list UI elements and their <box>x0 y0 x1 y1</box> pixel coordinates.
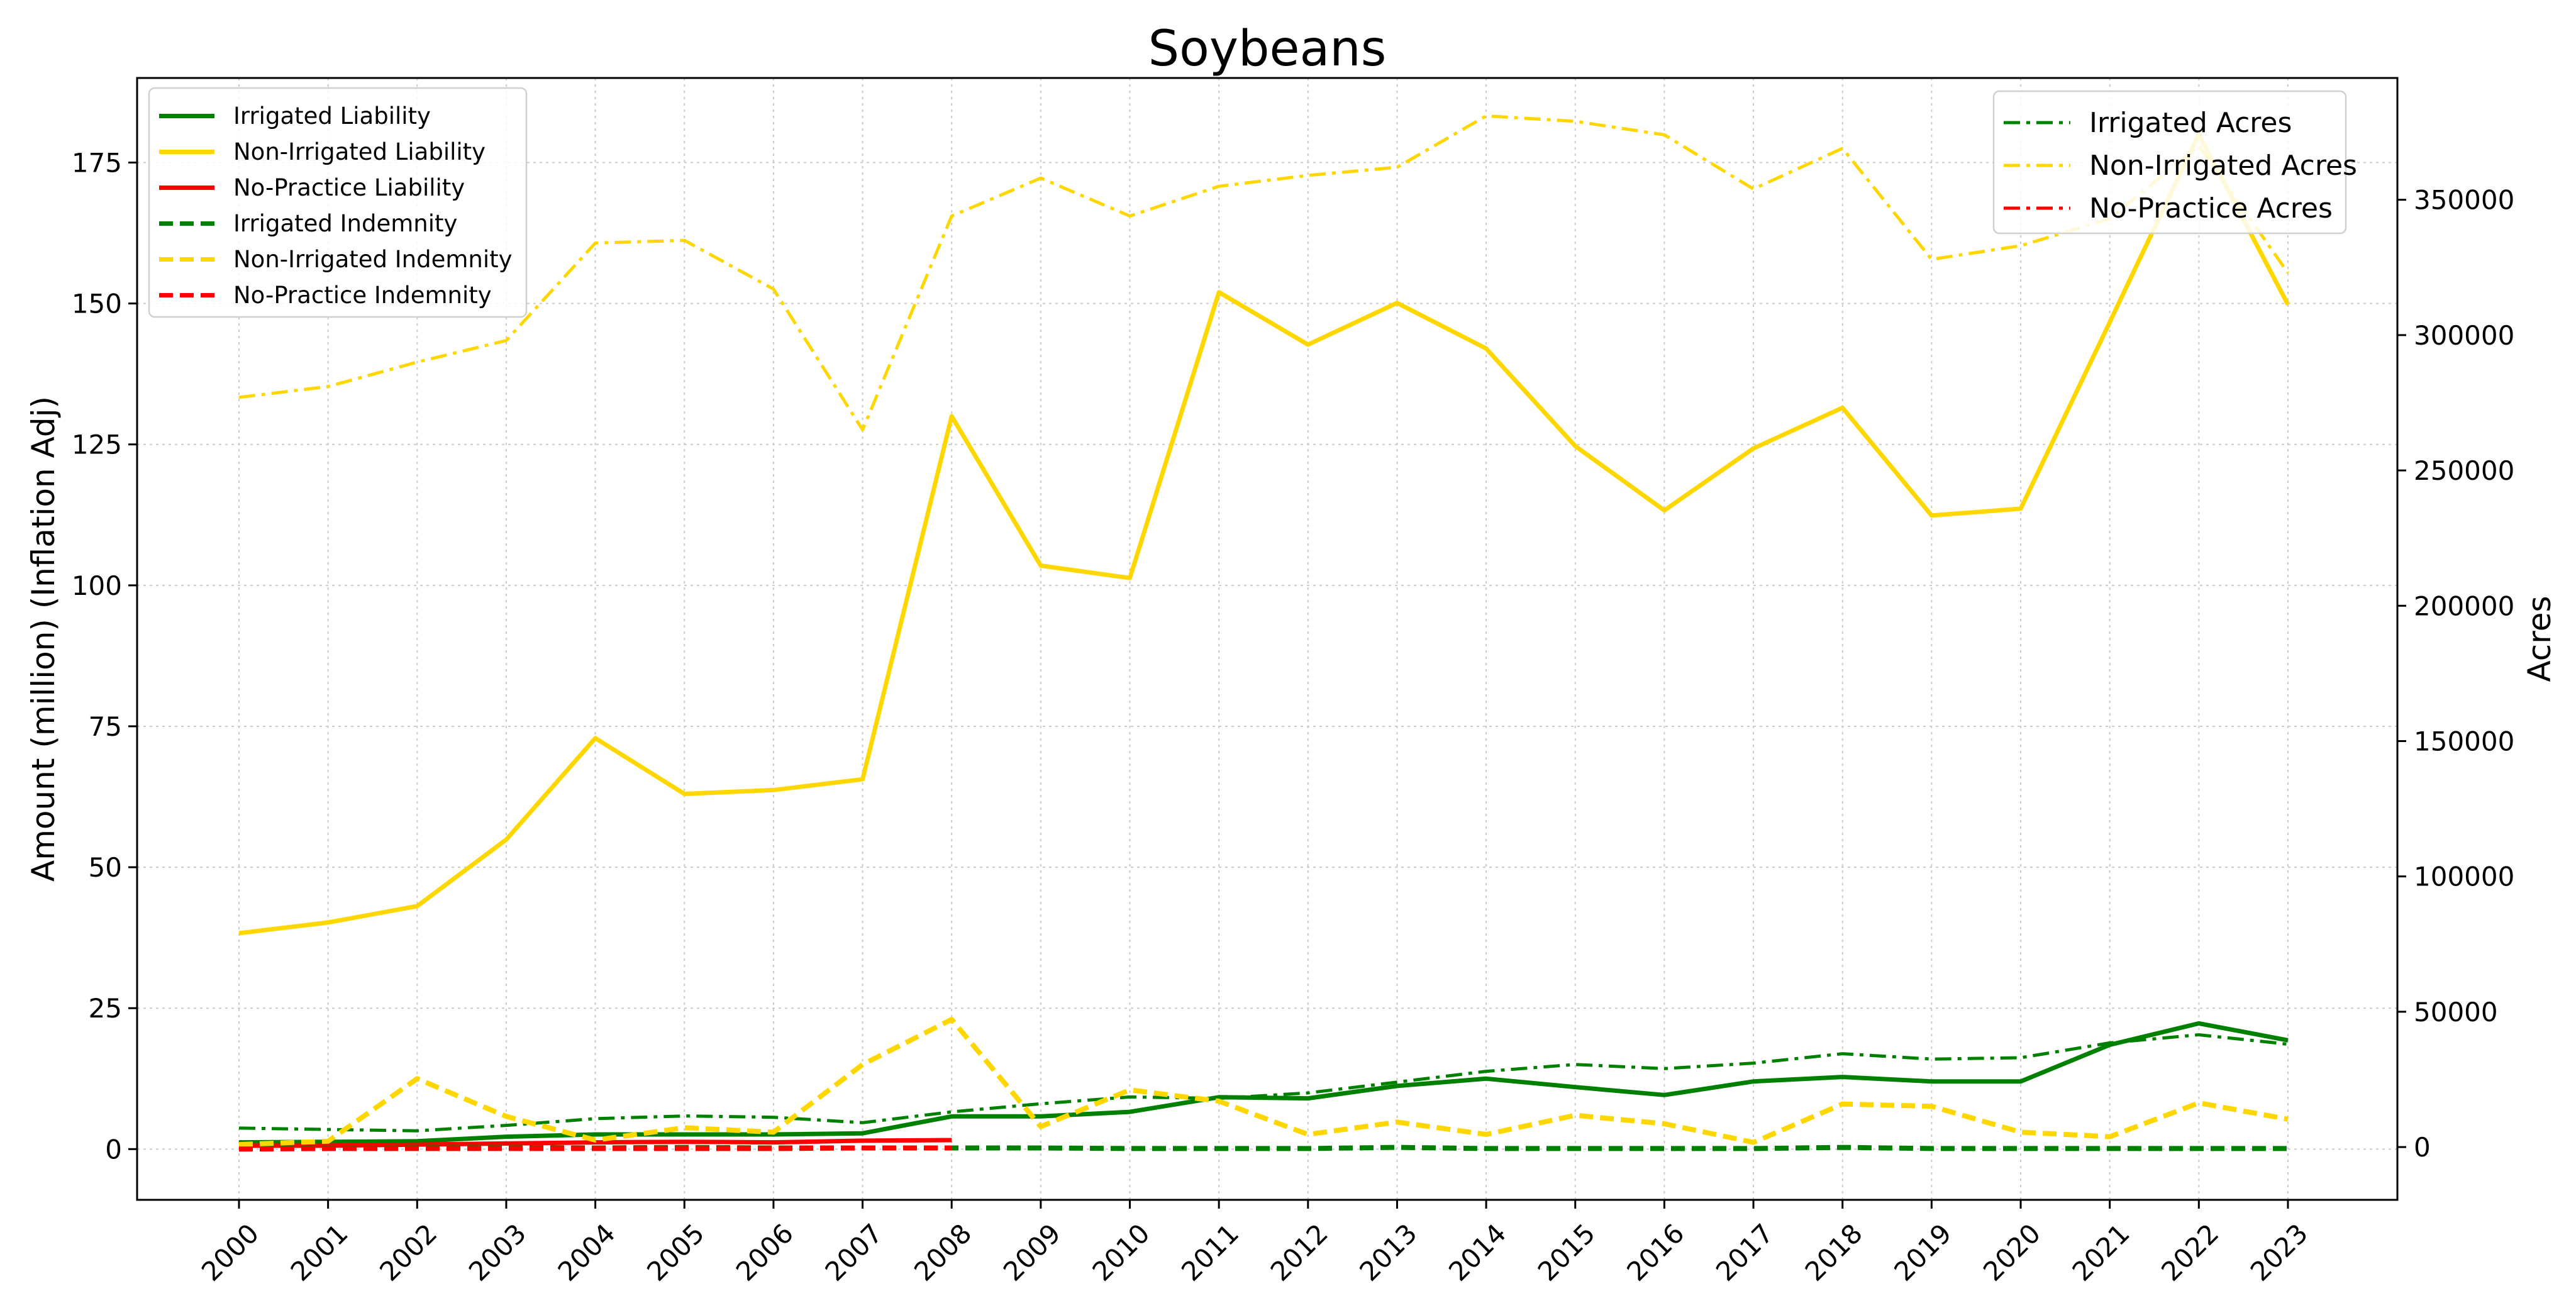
y-right-tick-label-350000: 350000 <box>2414 185 2514 216</box>
legend-label-irrigated-indemnity: Irrigated Indemnity <box>233 210 457 237</box>
legend-label-no-practice-indemnity: No-Practice Indemnity <box>233 282 492 309</box>
legend-label-irrigated-acres: Irrigated Acres <box>2089 107 2292 139</box>
y-left-tick-label-0: 0 <box>105 1134 122 1165</box>
y-axis-left-label: Amount (million) (Inflation Adj) <box>25 396 62 882</box>
y-left-tick-label-150: 150 <box>72 289 122 319</box>
legend-label-irrigated-liability: Irrigated Liability <box>233 103 431 130</box>
chart-title: Soybeans <box>1148 21 1387 77</box>
y-axis-left: 0 25 50 75 100 125 150 175 <box>72 147 137 1165</box>
legend-left: Irrigated Liability Non-Irrigated Liabili… <box>148 87 528 318</box>
y-right-tick-label-150000: 150000 <box>2414 726 2514 757</box>
y-left-tick-label-175: 175 <box>72 147 122 178</box>
y-right-tick-label-100000: 100000 <box>2414 862 2514 892</box>
legend-label-no-practice-acres: No-Practice Acres <box>2089 192 2333 224</box>
series-left-non-irrigated-liability <box>238 132 2290 936</box>
legend-label-no-practice-liability: No-Practice Liability <box>233 174 465 201</box>
legend-right: Irrigated Acres Non-Irrigated Acres No-Pra… <box>1992 90 2357 235</box>
plot-frame <box>136 77 2399 1201</box>
legend-label-non-irrigated-liability: Non-Irrigated Liability <box>233 138 486 165</box>
y-axis-right-label: Acres <box>2521 596 2558 682</box>
legend-label-non-irrigated-indemnity: Non-Irrigated Indemnity <box>233 246 513 273</box>
series-right-non-irrigated-acres <box>238 114 2290 431</box>
y-right-tick-label-250000: 250000 <box>2414 455 2514 486</box>
legend-left-box <box>148 87 528 318</box>
y-left-tick-label-100: 100 <box>72 570 122 601</box>
y-right-tick-label-50000: 50000 <box>2414 997 2498 1028</box>
y-axis-right: 0 50000 100000 150000 200000 250000 300000 3500… <box>2397 185 2514 1163</box>
y-right-tick-label-200000: 200000 <box>2414 590 2514 621</box>
y-left-tick-label-125: 125 <box>72 430 122 460</box>
y-left-tick-label-75: 75 <box>89 711 122 742</box>
y-left-tick-label-50: 50 <box>89 852 122 883</box>
legend-label-non-irrigated-acres: Non-Irrigated Acres <box>2089 150 2357 182</box>
grid <box>137 78 2397 1200</box>
y-right-tick-label-0: 0 <box>2414 1132 2431 1163</box>
y-right-tick-label-300000: 300000 <box>2414 320 2514 351</box>
series-left-no-practice-indemnity <box>238 1145 952 1152</box>
series-left-non-irrigated-indemnity <box>238 1017 2289 1148</box>
y-left-tick-label-25: 25 <box>89 993 122 1024</box>
series-left-irrigated-liability <box>238 1021 2289 1145</box>
series-lines <box>238 114 2290 1152</box>
legend-right-box <box>1992 90 2347 235</box>
